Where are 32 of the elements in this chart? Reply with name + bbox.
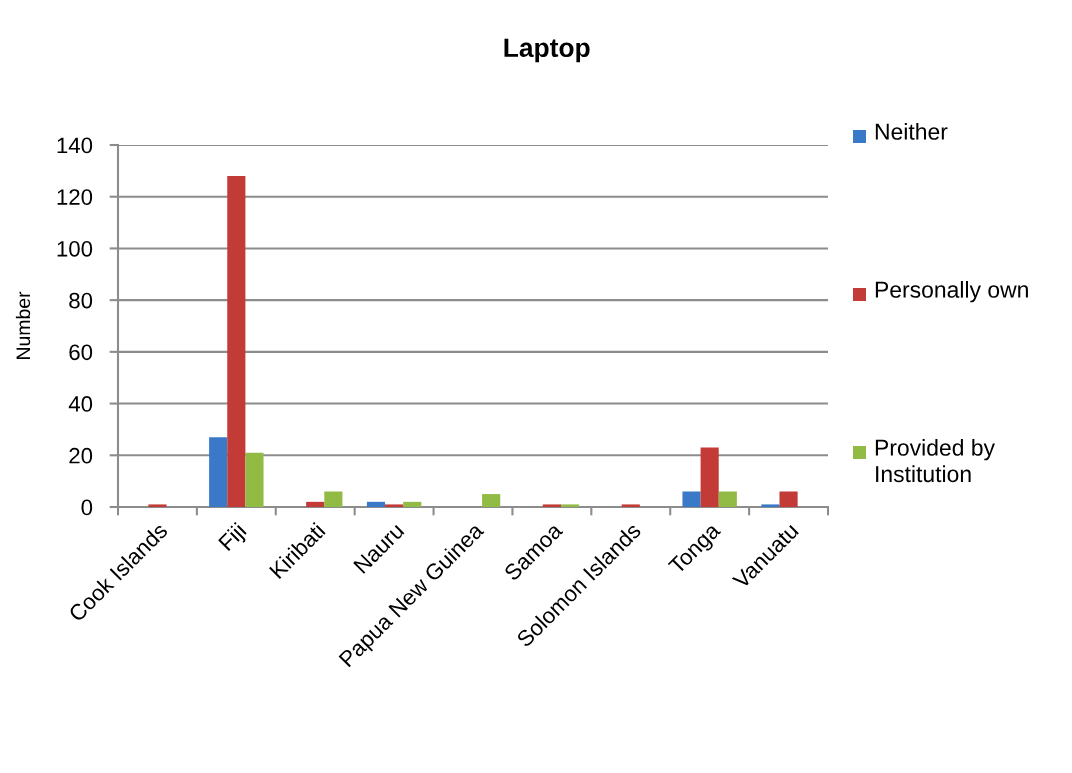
bar	[779, 491, 798, 507]
bar	[324, 491, 343, 507]
bar	[306, 501, 325, 507]
y-tick-label: 20	[69, 447, 93, 464]
bar	[245, 452, 264, 507]
legend-label: Provided by Institution	[875, 439, 995, 483]
legend-label: Personally own	[875, 281, 1028, 303]
bar	[482, 494, 501, 507]
bar	[366, 501, 386, 507]
bar	[385, 504, 404, 507]
y-axis-title: Number	[15, 291, 31, 359]
bar	[682, 491, 701, 507]
y-tick-label: 40	[68, 396, 93, 412]
y-tick-label: 140	[57, 137, 93, 154]
bar	[403, 501, 422, 507]
bar	[621, 504, 640, 507]
y-tick-label: 120	[57, 189, 93, 205]
y-tick-label: 100	[57, 240, 93, 257]
chart-title: Laptop	[504, 38, 590, 63]
bar	[209, 437, 228, 507]
legend-label: Neither	[875, 123, 948, 140]
bar	[700, 447, 719, 507]
bar	[761, 504, 780, 507]
bar	[718, 491, 737, 507]
bar	[227, 176, 246, 507]
bar	[542, 504, 561, 507]
y-tick-label: 80	[69, 292, 93, 309]
y-tick-label: 60	[69, 344, 93, 361]
bar	[560, 504, 580, 507]
y-tick-label: 0	[81, 499, 93, 516]
bar	[148, 504, 167, 507]
x-tick-label: Fiji	[217, 521, 250, 555]
